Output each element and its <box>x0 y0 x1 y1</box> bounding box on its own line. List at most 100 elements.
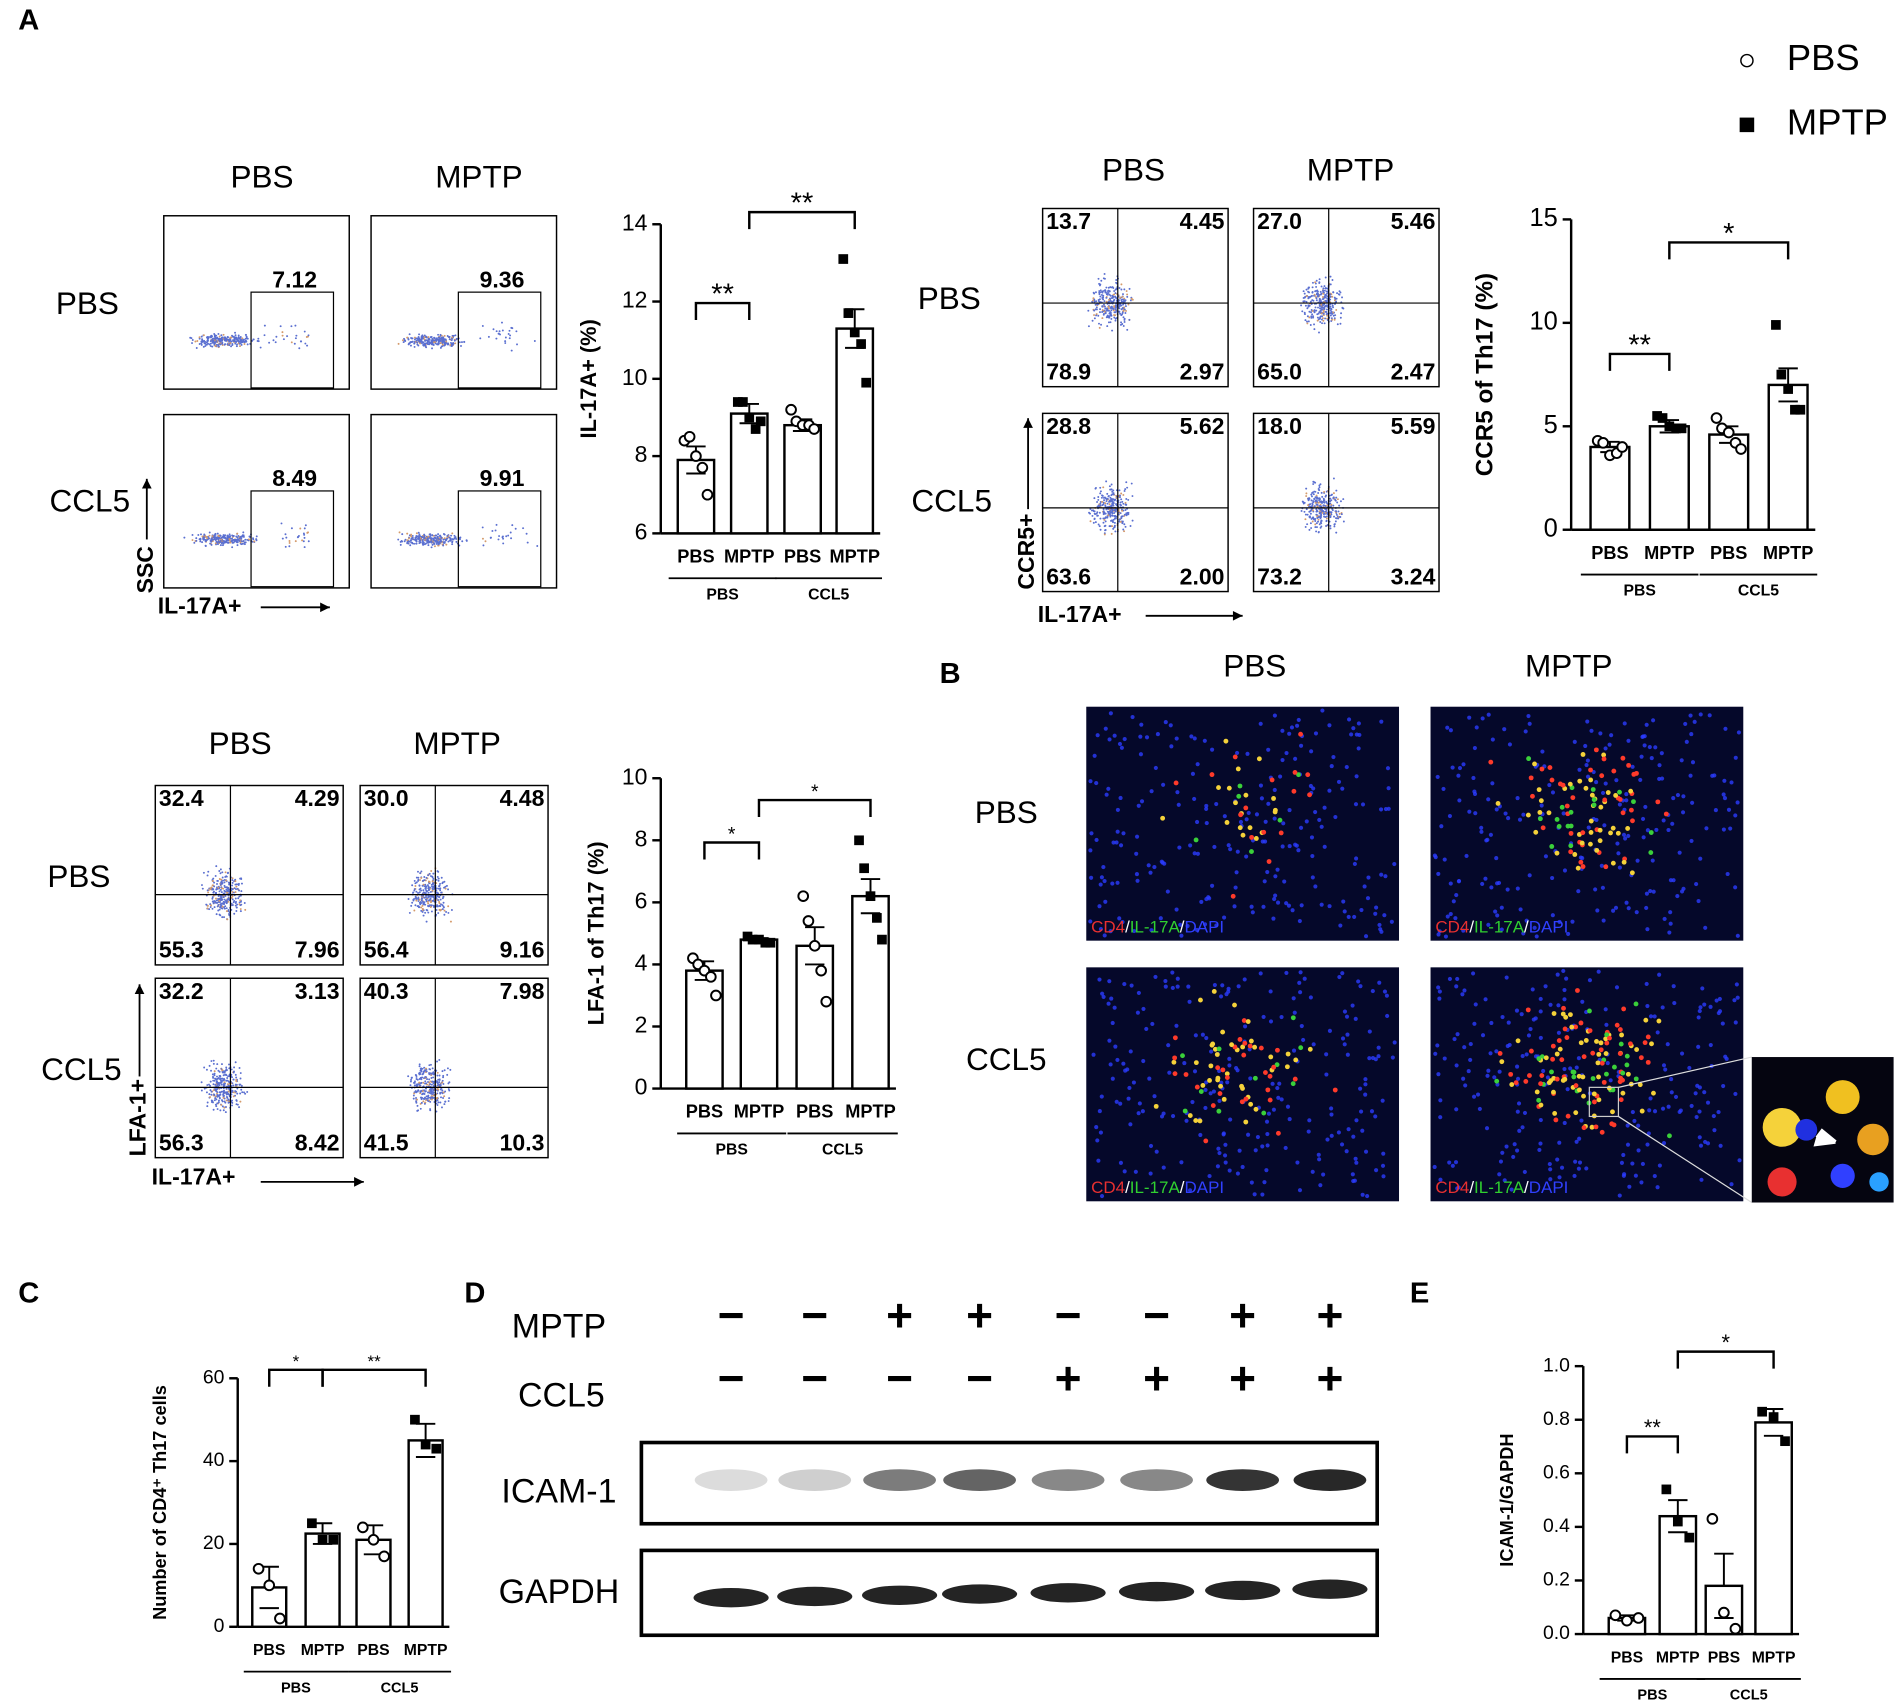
dot <box>442 538 445 541</box>
nucleus <box>1556 1030 1561 1035</box>
dot <box>1119 312 1122 315</box>
quadrant-value: 4.48 <box>500 785 545 811</box>
dot <box>234 904 237 907</box>
dot <box>226 900 229 903</box>
nucleus <box>1598 731 1603 736</box>
dot <box>415 890 418 893</box>
nucleus <box>1479 825 1484 830</box>
dot <box>211 341 214 344</box>
dot <box>494 529 497 532</box>
nucleus <box>1260 839 1265 844</box>
dot <box>304 342 307 345</box>
dot <box>442 1097 445 1099</box>
dot <box>441 340 444 343</box>
dot <box>1113 526 1116 529</box>
stain-part: / <box>1524 1179 1529 1198</box>
dot <box>1335 308 1338 311</box>
nucleus <box>1129 983 1134 988</box>
nucleus <box>1158 916 1163 921</box>
nucleus <box>1272 787 1277 793</box>
dot <box>227 897 230 900</box>
dot <box>1104 312 1107 315</box>
nucleus <box>1384 993 1389 998</box>
dot <box>206 337 209 340</box>
cell <box>1628 788 1634 794</box>
dot <box>224 1106 227 1108</box>
cell <box>1538 1102 1544 1108</box>
nucleus <box>1136 1111 1141 1116</box>
nucleus <box>1617 865 1622 870</box>
nucleus <box>1696 1044 1701 1049</box>
nucleus <box>1353 1156 1358 1161</box>
dot <box>1305 300 1308 303</box>
dot <box>417 905 420 908</box>
dot <box>1111 514 1114 517</box>
dot <box>423 543 426 546</box>
dot <box>420 897 423 900</box>
dot <box>461 341 463 344</box>
dot <box>439 1101 442 1104</box>
dot <box>1317 488 1320 490</box>
dot <box>1103 525 1106 528</box>
nucleus <box>1342 1042 1347 1047</box>
dot <box>417 1109 420 1112</box>
dot <box>235 1099 238 1102</box>
dot <box>421 879 424 882</box>
nucleus <box>1666 1104 1671 1109</box>
dot <box>219 1109 222 1112</box>
nucleus <box>1376 1045 1381 1050</box>
nucleus <box>1291 996 1296 1001</box>
dot <box>198 343 201 345</box>
dot <box>210 1060 213 1063</box>
dot <box>429 1096 432 1099</box>
dot <box>495 523 498 526</box>
dot <box>218 870 221 872</box>
cell <box>1618 1097 1624 1103</box>
nucleus <box>1450 1163 1455 1168</box>
dot <box>234 883 237 886</box>
dot <box>212 891 215 894</box>
nucleus <box>1600 885 1605 890</box>
dot <box>221 535 224 538</box>
cell <box>1620 1090 1626 1096</box>
dot <box>232 1071 235 1074</box>
nucleus <box>1204 806 1209 811</box>
nucleus <box>1713 808 1718 813</box>
dot <box>427 340 430 343</box>
nucleus <box>1287 731 1292 736</box>
dot <box>231 344 234 346</box>
dot <box>1303 292 1306 295</box>
nucleus <box>1600 790 1606 795</box>
dot <box>431 1096 434 1099</box>
dot <box>1092 291 1095 294</box>
nucleus <box>1249 1180 1254 1185</box>
nucleus <box>1733 1020 1738 1025</box>
dot <box>281 331 284 334</box>
dot <box>1100 293 1103 296</box>
cell <box>1599 1060 1605 1066</box>
cell <box>1610 1087 1616 1093</box>
dot <box>1099 486 1102 489</box>
dot <box>421 536 424 539</box>
dot <box>419 1067 422 1070</box>
nucleus <box>1574 1139 1579 1144</box>
cell <box>1546 810 1552 816</box>
dot <box>398 531 401 534</box>
dot <box>294 324 297 327</box>
dot <box>448 1081 451 1084</box>
nucleus <box>1735 800 1740 805</box>
cell <box>1565 823 1571 829</box>
dot <box>1329 513 1332 516</box>
dot <box>1099 492 1102 495</box>
dot <box>429 1092 432 1095</box>
cell <box>1237 783 1243 789</box>
dot <box>430 546 433 549</box>
dot <box>422 1071 425 1074</box>
stain-part: / <box>1469 1179 1474 1198</box>
dot <box>1114 295 1117 298</box>
dot <box>1125 481 1128 484</box>
panel-label: E <box>1410 1277 1429 1309</box>
dot <box>419 887 422 890</box>
dot <box>1098 293 1101 296</box>
nucleus <box>1574 1065 1579 1070</box>
